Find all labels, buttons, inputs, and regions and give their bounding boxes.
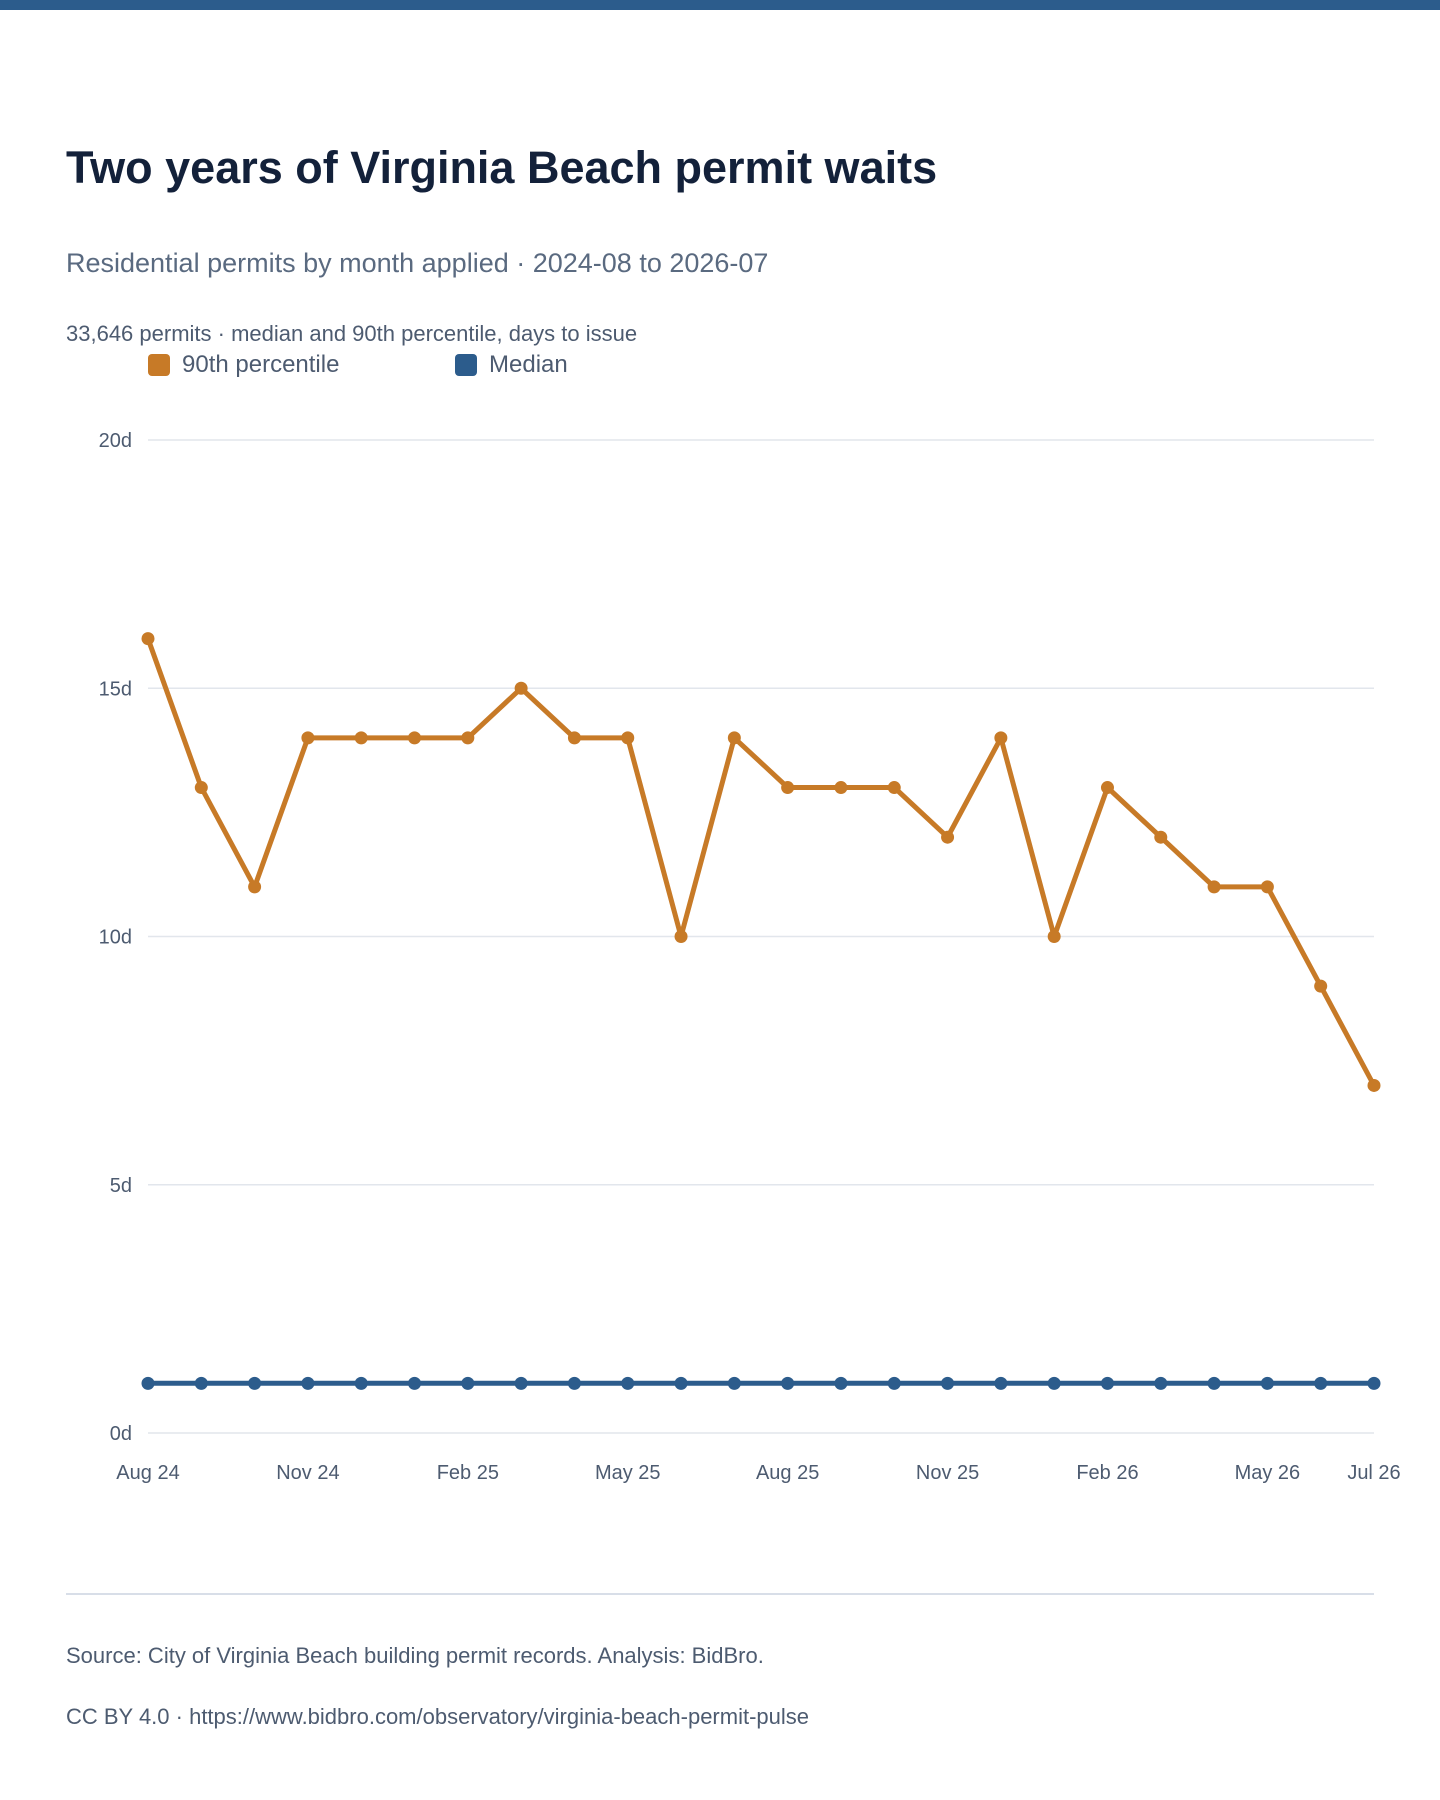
data-point-median	[301, 1376, 315, 1390]
data-point-p90	[674, 930, 688, 943]
data-point-median	[621, 1376, 635, 1390]
data-point-p90	[1367, 1078, 1381, 1092]
legend-item-median: Median	[455, 351, 568, 379]
data-point-p90	[194, 781, 208, 795]
legend-label-p90: 90th percentile	[182, 351, 340, 378]
data-point-p90	[248, 880, 262, 894]
data-point-median	[781, 1376, 795, 1390]
x-tick-label: Aug 25	[756, 1462, 819, 1484]
data-point-median	[887, 1376, 901, 1390]
data-point-p90	[567, 731, 581, 745]
data-point-median	[194, 1376, 208, 1390]
data-point-p90	[1154, 830, 1168, 844]
chart-note: 33,646 permits · median and 90th percent…	[66, 321, 638, 346]
data-point-p90	[781, 781, 795, 795]
data-point-p90	[514, 681, 528, 695]
data-point-median	[1100, 1376, 1114, 1390]
data-point-median	[1314, 1376, 1328, 1390]
data-point-median	[1047, 1376, 1061, 1390]
data-point-p90	[354, 731, 368, 745]
footer-divider	[66, 1593, 1374, 1595]
top-accent-bar	[0, 0, 1440, 10]
legend-swatch-p90	[148, 354, 170, 376]
data-point-median	[1154, 1376, 1168, 1390]
data-point-p90	[727, 731, 741, 745]
data-point-median	[834, 1376, 848, 1390]
x-tick-label: May 25	[595, 1462, 661, 1484]
y-tick-label: 15d	[99, 678, 132, 700]
data-point-median	[354, 1376, 368, 1390]
data-point-p90	[1047, 930, 1061, 943]
data-point-median	[567, 1376, 581, 1390]
legend-label-median: Median	[489, 351, 568, 378]
y-tick-label: 0d	[110, 1423, 132, 1445]
data-point-median	[727, 1376, 741, 1390]
data-point-median	[941, 1376, 955, 1390]
x-tick-label: Feb 25	[437, 1462, 499, 1484]
data-point-median	[141, 1376, 155, 1390]
data-point-p90	[994, 731, 1008, 745]
x-tick-label: Feb 26	[1076, 1462, 1138, 1484]
data-point-p90	[408, 731, 422, 745]
data-point-median	[1260, 1376, 1274, 1390]
license-note: CC BY 4.0 · https://www.bidbro.com/obser…	[66, 1704, 810, 1729]
data-point-p90	[461, 731, 475, 745]
data-point-median	[461, 1376, 475, 1390]
x-tick-label: Nov 25	[916, 1462, 979, 1484]
data-point-median	[994, 1376, 1008, 1390]
x-tick-label: Jul 26	[1347, 1462, 1400, 1484]
data-point-median	[408, 1376, 422, 1390]
data-point-median	[1207, 1376, 1221, 1390]
data-point-median	[248, 1376, 262, 1390]
legend-swatch-median	[455, 354, 477, 376]
line-chart: 0d 5d 10d 15d 20d Aug 24 Nov 24 Feb 25 May 25 Aug…	[99, 430, 1401, 1484]
data-point-p90	[621, 731, 635, 745]
data-point-p90	[887, 781, 901, 795]
data-point-median	[1367, 1376, 1381, 1390]
data-point-median	[674, 1376, 688, 1390]
x-tick-label: Aug 24	[116, 1462, 179, 1484]
x-tick-label: Nov 24	[276, 1462, 339, 1484]
data-point-p90	[1314, 979, 1328, 993]
x-tick-label: May 26	[1235, 1462, 1301, 1484]
legend-item-p90: 90th percentile	[148, 351, 339, 379]
data-point-p90	[1260, 880, 1274, 894]
data-point-median	[514, 1376, 528, 1390]
y-tick-label: 20d	[99, 430, 132, 452]
y-tick-label: 10d	[99, 927, 132, 949]
chart-subtitle: Residential permits by month applied · 2…	[66, 248, 769, 278]
data-point-p90	[1100, 781, 1114, 795]
source-note: Source: City of Virginia Beach building …	[66, 1643, 764, 1668]
data-point-p90	[141, 632, 155, 646]
y-tick-label: 5d	[110, 1175, 132, 1197]
data-point-p90	[834, 781, 848, 795]
series-line-p90	[145, 636, 1377, 1088]
data-point-p90	[1207, 880, 1221, 894]
data-point-p90	[941, 830, 955, 844]
chart-title: Two years of Virginia Beach permit waits	[66, 142, 938, 193]
data-point-p90	[301, 731, 315, 745]
